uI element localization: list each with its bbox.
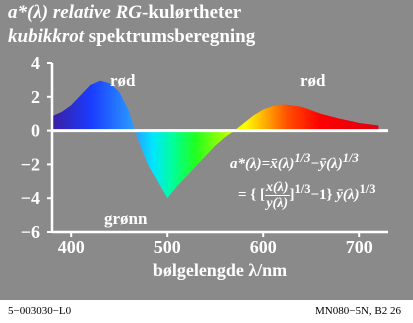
label-green: grønn: [104, 209, 148, 228]
footer-right-code: MN080−5N, B2 26: [315, 305, 401, 317]
formula-fraction: x(λ) y(λ): [264, 180, 290, 211]
y-tick-label: 0: [31, 121, 40, 141]
y-tick-label: −6: [21, 222, 40, 242]
label-red-right: rød: [300, 71, 326, 90]
x-tick-label: 700: [346, 237, 373, 257]
y-tick-label: 2: [31, 87, 40, 107]
y-tick-label: −2: [21, 154, 40, 174]
axes: [50, 63, 388, 234]
tick-labels: 4 2 0 −2 −4 −6 400 500 600 700: [21, 53, 373, 257]
spectrum-curve-area: [52, 80, 379, 199]
x-axis-label: bølgelengde λ/nm: [153, 260, 287, 280]
chart-title-line2: kubikkrot spektrumsberegning: [8, 26, 256, 47]
chart-plot: 4 2 0 −2 −4 −6 400 500 600 700 bølgelengde λ/nm r…: [21, 53, 388, 280]
y-tick-label: −4: [21, 188, 40, 208]
y-tick-label: 4: [31, 53, 40, 73]
x-tick-label: 400: [58, 237, 85, 257]
formula-line1: a*(λ)=x̄(λ)1/3−ȳ(λ)1/3: [230, 151, 359, 172]
footer-left-code: 5−003030−L0: [8, 305, 72, 317]
formula-line2: = { [x(λ) y(λ)]1/3−1} ȳ(λ)1/3: [238, 180, 376, 211]
x-tick-label: 600: [250, 237, 277, 257]
chart-title-line1: a*(λ) relative RG-kulørtheter: [8, 2, 242, 23]
x-tick-label: 500: [154, 237, 181, 257]
label-red-left: rød: [110, 71, 136, 90]
